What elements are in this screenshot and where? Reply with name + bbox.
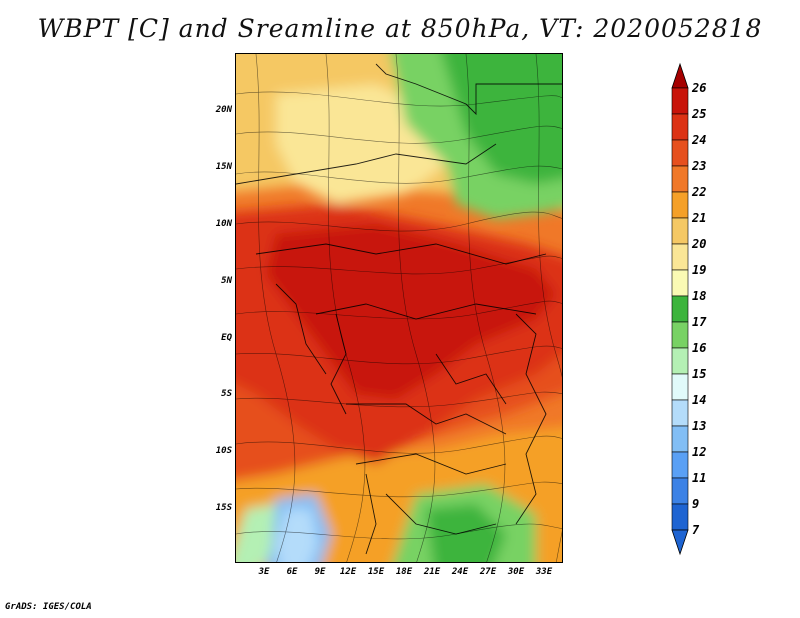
temperature-field xyxy=(236,54,562,562)
border-congo-south xyxy=(346,403,507,435)
streamline-5 xyxy=(236,255,562,275)
border-congo-west xyxy=(330,313,347,415)
colorbar-label: 11 xyxy=(692,471,707,485)
border-west-coast xyxy=(275,283,327,375)
streamline-9 xyxy=(236,435,562,454)
lon-label: 24E xyxy=(451,567,469,577)
colorbar-bottom-arrow xyxy=(671,529,689,556)
lon-label: 30E xyxy=(507,567,525,577)
border-east-mid xyxy=(435,353,507,405)
colorbar-label: 17 xyxy=(692,315,707,329)
colorbar-label: 15 xyxy=(692,367,707,381)
colorbar-label: 19 xyxy=(692,263,707,277)
field-southwest-pale-green xyxy=(236,504,276,562)
colorbar-segment xyxy=(671,87,689,115)
field-southwest-light-blue xyxy=(276,509,318,562)
lon-label: 21E xyxy=(423,567,441,577)
lat-label: 15S xyxy=(215,503,232,513)
colorbar-label: 21 xyxy=(692,211,707,225)
border-south-a xyxy=(355,453,507,475)
colorbar-segment xyxy=(671,217,689,245)
streamline-16 xyxy=(535,54,562,562)
colorbar-segment xyxy=(671,373,689,401)
colorbar-label: 22 xyxy=(692,185,707,199)
border-east-coast xyxy=(515,313,547,525)
lon-label: 15E xyxy=(367,567,385,577)
lat-label: EQ xyxy=(221,333,232,343)
lat-label: 20N xyxy=(215,105,232,115)
streamline-11 xyxy=(236,523,562,540)
colorbar-label: 7 xyxy=(692,523,700,537)
colorbar-segment xyxy=(671,477,689,505)
lon-label: 12E xyxy=(339,567,357,577)
border-north-east xyxy=(375,63,562,116)
colorbar-label: 16 xyxy=(692,341,707,355)
lon-label: 6E xyxy=(286,567,298,577)
chart-title: WBPT [C] and Sreamline at 850hPa, VT: 20… xyxy=(37,14,763,43)
lon-label: 3E xyxy=(258,567,270,577)
colorbar-segment xyxy=(671,399,689,427)
colorbar-segment xyxy=(671,295,689,323)
colorbar-label: 14 xyxy=(692,393,707,407)
colorbar-segment xyxy=(671,269,689,297)
streamline-10 xyxy=(236,481,562,498)
streamline-12 xyxy=(255,54,296,562)
lon-label: 18E xyxy=(395,567,413,577)
lat-label: 5N xyxy=(221,276,232,286)
streamlines xyxy=(236,54,562,562)
border-central xyxy=(255,243,547,265)
field-north-pale-yellow xyxy=(276,84,446,204)
lat-label: 5S xyxy=(221,389,232,399)
field-northeast-green xyxy=(442,54,562,184)
streamline-13 xyxy=(325,54,366,562)
colorbar-segment xyxy=(671,451,689,479)
colorbar-segment xyxy=(671,113,689,141)
colorbar-segment xyxy=(671,347,689,375)
streamline-6 xyxy=(236,300,562,320)
colorbar-segment xyxy=(671,165,689,193)
map-panel xyxy=(235,53,563,563)
field-south-green xyxy=(426,504,506,562)
colorbar-segment xyxy=(671,425,689,453)
lat-label: 15N xyxy=(215,162,232,172)
footer-credit: GrADS: IGES/COLA xyxy=(5,602,92,612)
colorbar-segments xyxy=(671,87,689,531)
colorbar xyxy=(671,62,689,556)
colorbar-segment xyxy=(671,191,689,219)
colorbar-label: 18 xyxy=(692,289,707,303)
border-southwest xyxy=(365,473,377,555)
streamline-14 xyxy=(395,54,436,562)
colorbar-label: 13 xyxy=(692,419,707,433)
colorbar-label: 25 xyxy=(692,107,707,121)
colorbar-label: 26 xyxy=(692,81,707,95)
colorbar-label: 23 xyxy=(692,159,707,173)
border-sahel xyxy=(236,143,497,185)
streamline-2 xyxy=(236,125,562,144)
border-south-b xyxy=(385,493,497,535)
streamline-7 xyxy=(236,345,562,365)
lat-label: 10N xyxy=(215,219,232,229)
streamline-8 xyxy=(236,391,562,408)
colorbar-segment xyxy=(671,139,689,167)
colorbar-label: 12 xyxy=(692,445,707,459)
lon-label: 33E xyxy=(535,567,553,577)
colorbar-segment xyxy=(671,503,689,531)
colorbar-top-arrow xyxy=(671,62,689,89)
colorbar-label: 20 xyxy=(692,237,707,251)
colorbar-segment xyxy=(671,243,689,271)
lat-label: 10S xyxy=(215,446,232,456)
lon-label: 9E xyxy=(314,567,326,577)
colorbar-label: 24 xyxy=(692,133,707,147)
colorbar-segment xyxy=(671,321,689,349)
streamline-15 xyxy=(465,54,506,562)
streamline-3 xyxy=(236,165,562,184)
colorbar-label: 9 xyxy=(692,497,700,511)
streamline-4 xyxy=(236,211,562,232)
lon-label: 27E xyxy=(479,567,497,577)
streamline-1 xyxy=(236,91,562,107)
